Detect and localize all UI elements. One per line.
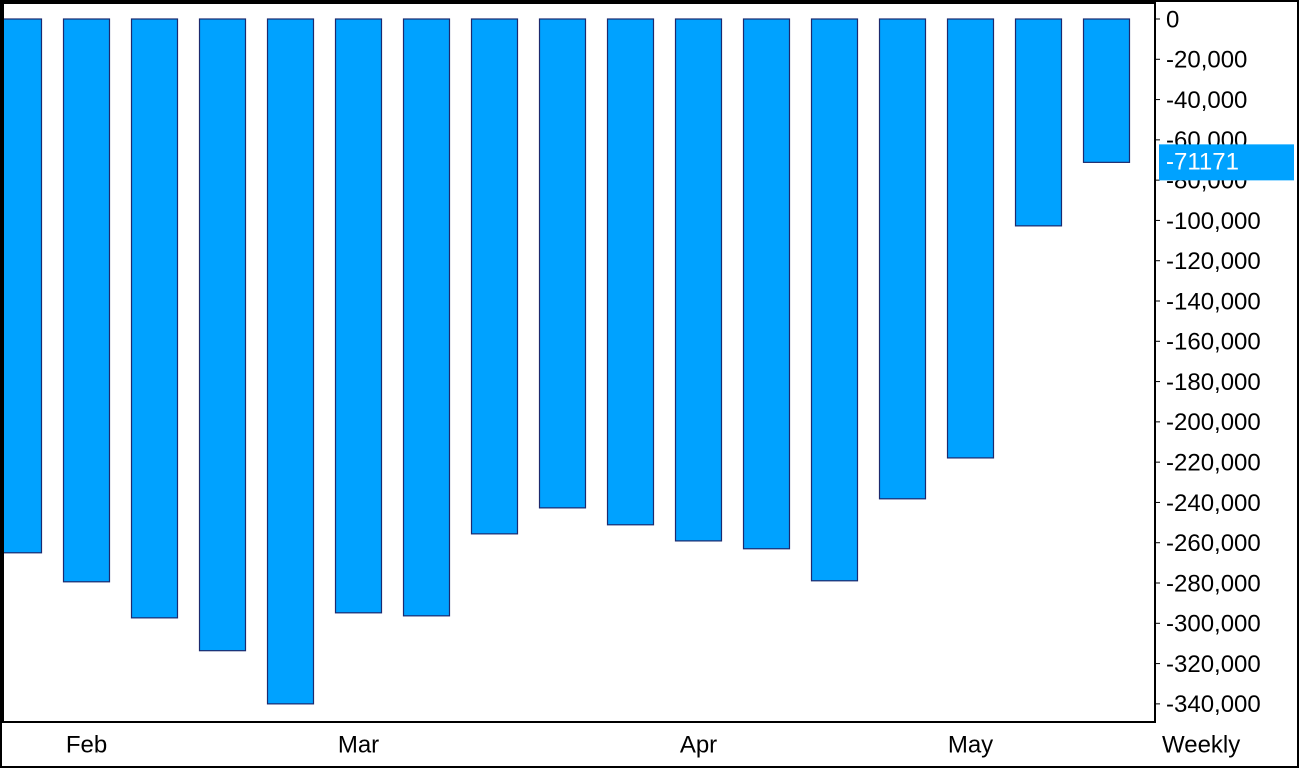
y-tick-label: -240,000 (1166, 490, 1261, 517)
last-value-label: -71171 (1166, 149, 1239, 176)
bar (878, 18, 927, 500)
y-tick-label: -160,000 (1166, 329, 1261, 356)
y-tick-label: -260,000 (1166, 530, 1261, 557)
x-axis-label: Weekly (1162, 731, 1240, 758)
bar (674, 18, 723, 542)
bar (62, 18, 111, 583)
x-tick-label: Mar (338, 731, 379, 758)
bar (1014, 18, 1063, 227)
y-tick-label: 0 (1166, 6, 1179, 33)
y-tick-label: -140,000 (1166, 288, 1261, 315)
bar (606, 18, 655, 526)
x-tick-label: Apr (680, 731, 717, 758)
x-tick-label: May (948, 731, 993, 758)
plot-border (2, 2, 1156, 723)
y-tick-label: -100,000 (1166, 208, 1261, 235)
y-tick-label: -40,000 (1166, 87, 1247, 114)
y-tick-label: -320,000 (1166, 651, 1261, 678)
y-tick-label: -180,000 (1166, 369, 1261, 396)
bar (538, 18, 587, 509)
bar (266, 18, 315, 705)
bar (742, 18, 791, 550)
bar (402, 18, 451, 617)
y-tick-label: -340,000 (1166, 691, 1261, 718)
bar (130, 18, 179, 619)
bar (334, 18, 383, 614)
y-tick-label: -280,000 (1166, 570, 1261, 597)
bar (3, 18, 43, 554)
x-tick-label: Feb (66, 731, 107, 758)
bar (470, 18, 519, 535)
bar (946, 18, 995, 459)
y-tick-label: -120,000 (1166, 248, 1261, 275)
y-tick-label: -300,000 (1166, 611, 1261, 638)
y-tick-label: -20,000 (1166, 47, 1247, 74)
bar (1082, 18, 1131, 163)
bar (198, 18, 247, 652)
bar (810, 18, 859, 582)
y-tick-label: -200,000 (1166, 409, 1261, 436)
last-value-tag (1159, 144, 1294, 181)
plot-area (3, 18, 1131, 705)
y-tick-label: -220,000 (1166, 449, 1261, 476)
